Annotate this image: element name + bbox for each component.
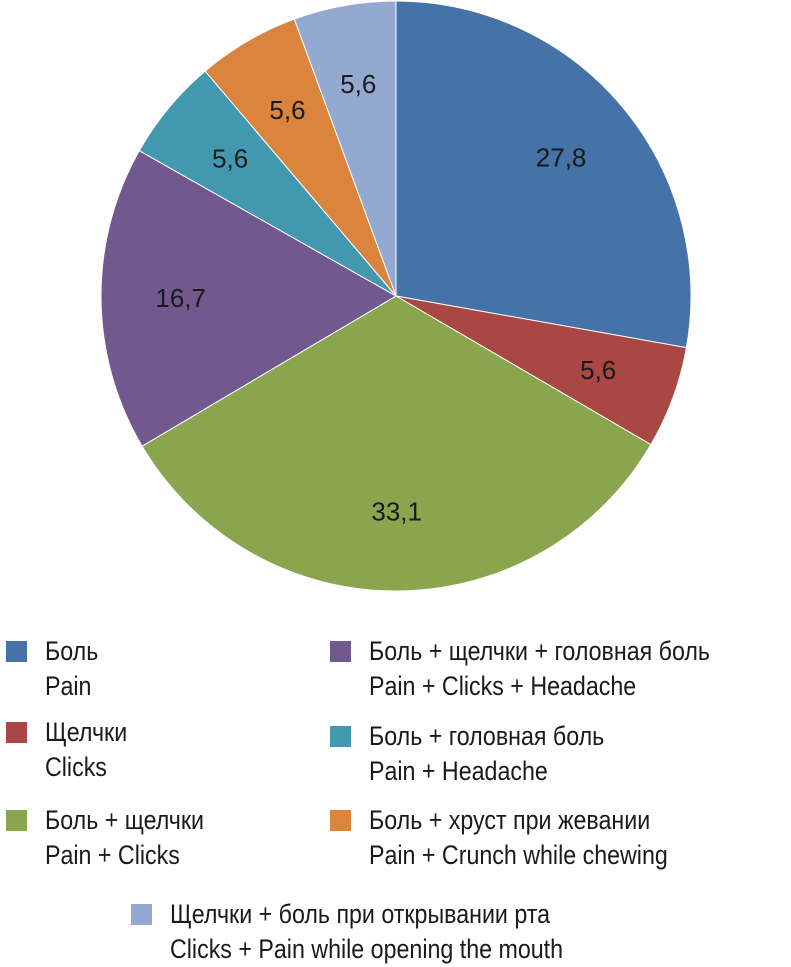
pie-data-labels: 27,8 5,6 33,1 16,7 5,6 5,6 5,6 [155,69,616,526]
legend-swatch [131,904,152,925]
pie-slice [141,295,652,592]
slice-value-label: 5,6 [340,69,376,99]
legend-label-ru: Боль + щелчки + головная боль [369,636,711,666]
legend-label-ru: Боль + головная боль [369,721,605,751]
slice-value-label: 27,8 [536,143,587,173]
legend-item-pain-clicks-headache: Боль + щелчки + головная боль Pain + Cli… [330,634,766,704]
slice-value-label: 5,6 [580,355,616,385]
legend-swatch [330,810,351,831]
pie-slice [293,0,397,297]
legend-label-ru: Щелчки [45,717,128,747]
slice-value-label: 5,6 [269,95,305,125]
legend-label-ru: Боль + хруст при жевании [369,805,651,835]
legend-swatch [6,641,27,662]
legend-swatch [330,726,351,747]
legend-label-en: Clicks [45,752,107,782]
legend-label-ru: Щелчки + боль при открывании рта [170,899,551,929]
pie-slice [395,0,692,349]
legend-label-en: Pain + Clicks [45,840,180,870]
slice-value-label: 5,6 [212,144,248,174]
legend-item-clicks: Щелчки Clicks [6,715,141,785]
pie-slices [100,0,692,592]
legend-label-ru: Боль + щелчки [45,805,205,835]
legend-label-en: Pain + Crunch while chewing [369,840,668,870]
legend-swatch [6,722,27,743]
legend-swatch [6,810,27,831]
legend-label-en: Pain + Clicks + Headache [369,671,637,701]
pie-chart: 27,8 5,6 33,1 16,7 5,6 5,6 5,6 [100,0,692,592]
legend-swatch [330,641,351,662]
legend-item-clicks-pain-opening: Щелчки + боль при открывании рта Clicks … [131,897,627,967]
legend-item-pain-crunch: Боль + хруст при жевании Pain + Crunch w… [330,803,716,873]
legend-item-pain-clicks: Боль + щелчки Pain + Clicks [6,803,230,873]
legend-label-en: Clicks + Pain while opening the mouth [170,934,564,964]
legend-item-pain-headache: Боль + головная боль Pain + Headache [330,719,643,789]
slice-value-label: 33,1 [371,496,422,526]
legend-label-ru: Боль [45,636,99,666]
legend-label-en: Pain + Headache [369,756,548,786]
legend-label-en: Pain [45,671,92,701]
legend-item-pain: Боль Pain [6,634,107,704]
pie-slice [100,149,397,447]
slice-value-label: 16,7 [155,283,206,313]
